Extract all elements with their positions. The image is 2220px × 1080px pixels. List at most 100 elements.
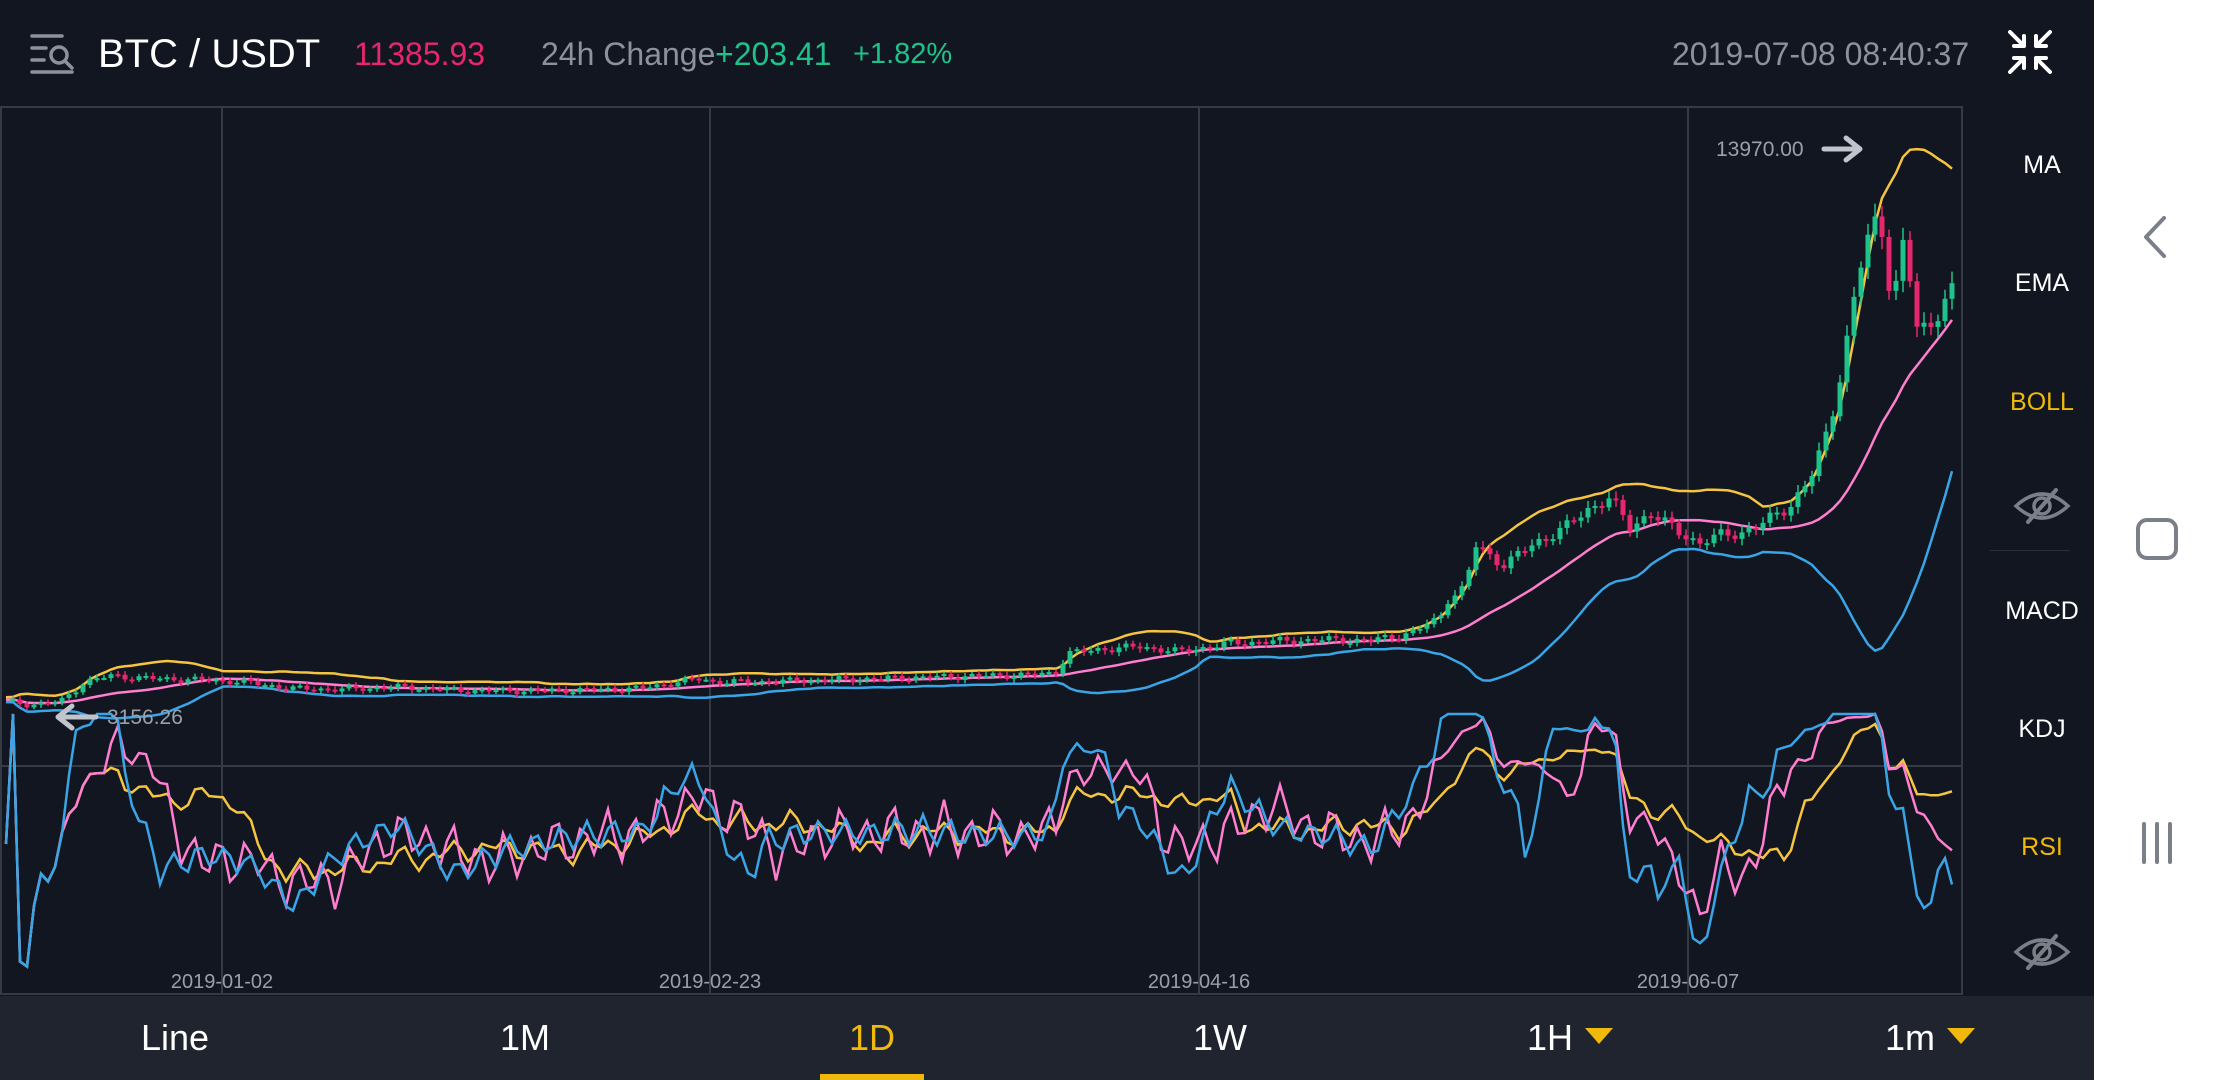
candle-body: [38, 702, 44, 705]
candle-body: [1571, 520, 1577, 523]
tab-1M[interactable]: 1M: [450, 996, 600, 1080]
candle-body: [1151, 647, 1157, 650]
indicator-rsi[interactable]: RSI: [2021, 833, 2063, 861]
candle-body: [1116, 647, 1122, 653]
candle-body: [1228, 639, 1234, 642]
candle-body: [1851, 296, 1857, 336]
candle-body: [717, 680, 723, 685]
candle-body: [766, 681, 772, 684]
candle-body: [1025, 672, 1031, 675]
tab-1M-label: 1M: [499, 1017, 550, 1058]
candle-body: [1053, 672, 1059, 675]
candle-body: [1256, 641, 1262, 644]
candle-body: [171, 677, 177, 681]
tab-1m[interactable]: 1m: [1860, 996, 2000, 1080]
candle-body: [472, 690, 478, 694]
candle-body: [52, 702, 58, 705]
candle-body: [458, 687, 464, 692]
candle-body: [920, 676, 926, 679]
candle-body: [1032, 673, 1038, 676]
rsi-lines: [4, 712, 1954, 969]
candle-body: [1739, 532, 1745, 539]
ticker-header: BTC / USDT 11385.93 24h Change +203.41 +…: [0, 0, 2094, 106]
candle-body: [1291, 640, 1297, 645]
candle-body: [1914, 281, 1920, 327]
candle-body: [1536, 538, 1542, 546]
candle-body: [682, 677, 688, 683]
candle-body: [1410, 629, 1416, 634]
candle-body: [1060, 663, 1066, 675]
chart-border: [0, 106, 1963, 995]
candle-body: [654, 684, 660, 688]
candle-body: [1389, 635, 1395, 639]
candle-body: [346, 685, 352, 689]
tab-1H[interactable]: 1H: [1500, 996, 1640, 1080]
candle-body: [787, 677, 793, 680]
candle-body: [437, 688, 443, 691]
candle-body: [913, 676, 919, 681]
candle-body: [584, 688, 590, 691]
hide-main-indicator-eye-icon[interactable]: [2012, 486, 2072, 526]
candle-body: [388, 687, 394, 690]
collapse-fullscreen-icon[interactable]: [2006, 28, 2054, 76]
candle-body: [1711, 534, 1717, 544]
candle-body: [1900, 239, 1906, 281]
candle-body: [1809, 476, 1815, 487]
candle-body: [724, 683, 730, 686]
candle-body: [1319, 640, 1325, 643]
candle-body: [1620, 499, 1626, 515]
indicator-ma[interactable]: MA: [2023, 151, 2061, 179]
candle-body: [605, 687, 611, 690]
candle-body: [521, 691, 527, 695]
indicator-ema[interactable]: EMA: [2014, 269, 2070, 297]
candle-body: [1466, 569, 1472, 587]
candle-body: [1130, 643, 1136, 647]
candle-body: [1522, 550, 1528, 553]
candle-body: [1298, 641, 1304, 645]
candle-body: [1235, 639, 1241, 645]
hide-sub-indicator-eye-icon[interactable]: [2012, 932, 2072, 972]
candle-body: [1655, 516, 1661, 521]
candle-body: [1095, 648, 1101, 651]
tab-line[interactable]: Line: [100, 996, 250, 1080]
price-chart[interactable]: 13970.00 3156.26 2019-01-02 2019-02-23 201…: [0, 106, 1970, 996]
candle-body: [892, 675, 898, 678]
tab-1W[interactable]: 1W: [1145, 996, 1295, 1080]
indicator-macd[interactable]: MACD: [2005, 597, 2079, 625]
candle-body: [850, 678, 856, 683]
candle-body: [843, 676, 849, 679]
candle-body: [1403, 633, 1409, 640]
tab-1D[interactable]: 1D: [820, 996, 924, 1080]
candle-body: [143, 675, 149, 678]
list-menu-icon[interactable]: [28, 28, 78, 78]
candle-body: [997, 673, 1003, 676]
candle-body: [1844, 335, 1850, 383]
candle-body: [626, 687, 632, 692]
candle-body: [969, 674, 975, 677]
rsi-mid-line: [4, 712, 1953, 969]
candle-body: [1872, 216, 1878, 235]
candle-body: [542, 690, 548, 693]
candle-body: [1837, 382, 1843, 417]
candle-body: [1487, 548, 1493, 555]
recent-apps-icon[interactable]: [2132, 818, 2182, 868]
candle-body: [1172, 647, 1178, 652]
back-chevron-icon[interactable]: [2132, 212, 2182, 262]
candle-body: [409, 685, 415, 691]
candle-body: [402, 683, 408, 686]
indicator-boll[interactable]: BOLL: [2010, 388, 2074, 416]
candle-body: [661, 684, 667, 687]
candle-body: [1480, 547, 1486, 550]
candle-body: [1431, 618, 1437, 625]
candle-body: [745, 679, 751, 684]
candle-body: [647, 687, 653, 690]
candle-body: [1067, 651, 1073, 664]
home-square-icon[interactable]: [2132, 514, 2182, 564]
candle-body: [1396, 638, 1402, 641]
trading-app: BTC / USDT 11385.93 24h Change +203.41 +…: [0, 0, 2094, 1080]
candle-body: [1368, 639, 1374, 642]
indicator-kdj[interactable]: KDJ: [2018, 715, 2066, 743]
candle-body: [241, 678, 247, 683]
candle-body: [1270, 640, 1276, 644]
candle-body: [1669, 517, 1675, 523]
